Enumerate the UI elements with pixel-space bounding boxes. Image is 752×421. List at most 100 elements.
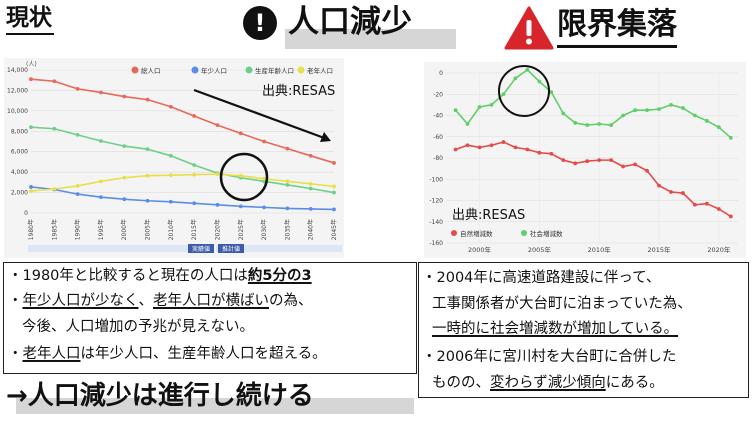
data-point: [597, 158, 602, 163]
population-projection-chart: 02,0004,0006,0008,00010,00012,00014,000 …: [7, 61, 342, 253]
y-tick-label: -60: [433, 134, 443, 141]
text-span: ・1980年と比較すると現在の人口は: [8, 268, 248, 284]
data-point: [238, 131, 243, 136]
population-decline-title: 人口減少: [288, 4, 412, 40]
data-point: [168, 199, 173, 204]
data-point: [29, 77, 33, 82]
data-point: [332, 190, 336, 195]
text-span: の為、: [269, 293, 313, 309]
data-point: [704, 118, 709, 123]
data-point: [489, 143, 494, 148]
data-point: [728, 135, 733, 140]
bullet-line: ・2006年に宮川村を大台町に合併した: [422, 349, 677, 365]
text-span: は年少人口、生産年齢人口を超える。: [80, 346, 327, 362]
data-point: [453, 147, 458, 152]
data-point: [537, 150, 542, 155]
bullet-line: 今後、人口増加の予兆が見えない。: [22, 319, 254, 335]
data-point: [145, 173, 150, 178]
data-point: [192, 114, 197, 118]
data-point: [29, 189, 33, 193]
series-line: [30, 78, 335, 164]
legend-marker: [191, 66, 199, 74]
data-point: [693, 113, 697, 118]
data-point: [525, 147, 530, 152]
data-point: [633, 162, 637, 167]
data-point: [716, 125, 721, 130]
trend-arrow-head: [320, 132, 331, 142]
data-point: [122, 94, 127, 99]
data-point: [704, 201, 709, 206]
x-tick-label: 2015年: [190, 219, 198, 240]
data-point: [285, 206, 290, 211]
bullet-line: 工事関係者が大台町に泊まっていた為、: [432, 296, 692, 312]
data-point: [75, 192, 80, 197]
y-tick-label: -160: [429, 240, 443, 247]
data-point: [192, 201, 197, 206]
actual-period-bar: [28, 245, 214, 252]
x-tick-label: 2030年: [260, 219, 268, 240]
data-point: [285, 146, 290, 151]
series-line: [455, 141, 732, 218]
data-point: [561, 158, 566, 163]
data-point: [549, 151, 554, 156]
data-point: [168, 104, 173, 109]
conclusion-band: [16, 398, 414, 414]
exclamation-icon: !: [243, 6, 277, 40]
y-tick-label: 10,000: [7, 108, 28, 115]
data-point: [168, 153, 173, 158]
data-point: [477, 145, 482, 150]
legend-label: 老年人口: [307, 66, 333, 75]
actual-period-label: 実績値: [192, 245, 210, 253]
bullet-line: ・年少人口が少なく、老年人口が横ばいの為、: [8, 293, 313, 310]
projected-period-bar: [216, 245, 342, 252]
emphasis-text: 約5分の3: [247, 268, 312, 284]
series-line: [454, 68, 732, 139]
y-tick-label: -20: [433, 91, 443, 98]
data-point: [609, 123, 614, 127]
series-line: [30, 186, 335, 211]
y-tick-label: 14,000: [7, 67, 28, 74]
y-tick-label: -100: [429, 176, 443, 183]
series-line: [30, 173, 335, 192]
data-point: [645, 108, 649, 113]
data-point: [513, 76, 518, 81]
data-point: [215, 172, 220, 177]
data-point: [308, 181, 313, 186]
data-point: [75, 132, 80, 137]
x-tick-label: 2045年: [330, 219, 338, 240]
data-point: [645, 168, 649, 173]
conclusion-text: →人口減少は進行し続ける: [6, 381, 314, 411]
limit-village-title: 限界集落: [557, 6, 677, 48]
x-tick-label: 1995年: [97, 219, 105, 240]
y-tick-label: -120: [429, 198, 443, 205]
legend-marker: [451, 230, 457, 236]
underlined-text: 年少人口が少なく: [22, 293, 139, 309]
data-point: [52, 187, 57, 191]
data-point: [215, 202, 220, 207]
data-point: [669, 102, 673, 107]
data-point: [477, 105, 482, 109]
y-tick-label: -80: [433, 155, 443, 162]
data-point: [122, 144, 127, 148]
data-point: [681, 106, 685, 110]
data-point: [145, 147, 150, 152]
data-point: [609, 158, 614, 163]
data-point: [52, 79, 57, 84]
data-point: [693, 202, 697, 207]
data-point: [99, 139, 103, 143]
right-chart-panel: [424, 62, 746, 258]
text-span: 、: [138, 293, 154, 309]
x-tick-label: 2005年: [528, 245, 552, 254]
x-tick-label: 2015年: [647, 245, 671, 254]
legend-marker: [521, 230, 527, 236]
y-tick-label: 0: [439, 70, 443, 77]
x-tick-label: 2010年: [588, 245, 612, 254]
legend-marker: [245, 66, 253, 74]
text-span: ものの、: [432, 375, 490, 391]
data-point: [716, 207, 721, 211]
legend: 自然増減数 社会増減数: [451, 229, 563, 238]
data-point: [192, 163, 197, 167]
data-point: [285, 179, 290, 184]
spike-highlight-circle: [498, 65, 550, 117]
data-point: [573, 121, 578, 125]
